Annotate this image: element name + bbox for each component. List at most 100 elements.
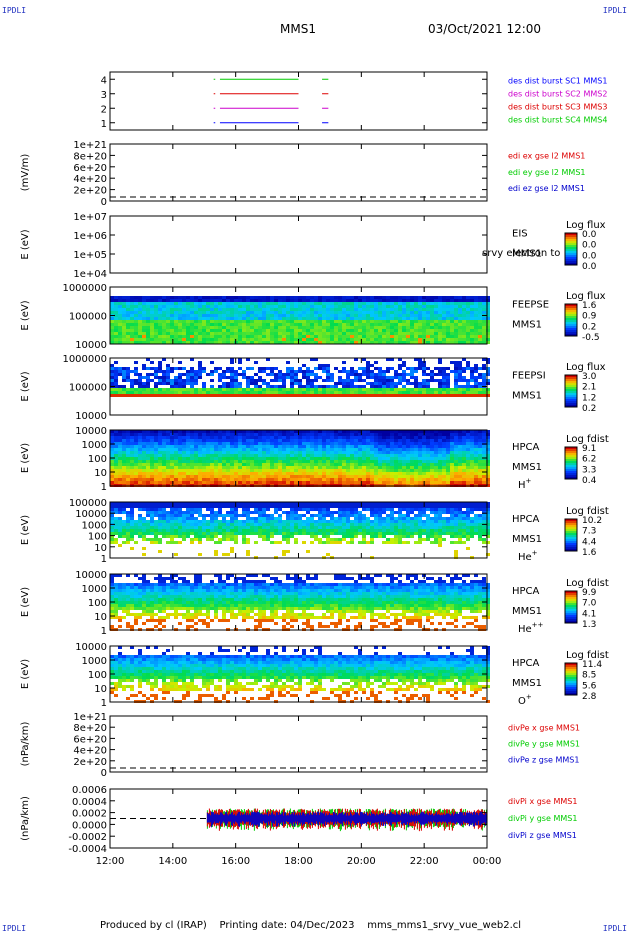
cbar-tick-hpca-hepp-3: 1.3 xyxy=(582,620,596,630)
cbar-tick-hpca-hepp-1: 7.0 xyxy=(582,599,597,609)
cbar-cell-hpca-hepp-14 xyxy=(565,619,577,622)
legend-burst-3: des dist burst SC4 MMS4 xyxy=(508,115,607,124)
xtick-label-6: 00:00 xyxy=(473,856,502,867)
cbar-cell-hpca-o-14 xyxy=(565,691,577,694)
cbar-cell-feepse-1 xyxy=(565,306,577,309)
instrument-label-feepse: FEEPSE xyxy=(512,300,549,311)
cbar-tick-feepsi-1: 2.1 xyxy=(582,383,596,393)
cbar-cell-feepsi-9 xyxy=(565,393,577,396)
cbar-tick-hpca-he-0: 10.2 xyxy=(582,516,602,526)
ytick-label-divpi-3: 0.0002 xyxy=(72,809,107,820)
cbar-title-hpca-hepp: Log fdist xyxy=(566,578,609,589)
instrument-label-hpca-o: HPCA xyxy=(512,658,540,669)
cbar-cell-feepsi-8 xyxy=(565,391,577,394)
cbar-tick-hpca-h-1: 6.2 xyxy=(582,455,596,465)
cbar-cell-eis-15 xyxy=(565,263,577,266)
cbar-cell-feepse-10 xyxy=(565,324,577,327)
cbar-cell-hpca-hepp-6 xyxy=(565,603,577,606)
ylabel-eis: E (eV) xyxy=(20,229,31,259)
cbar-cell-feepse-11 xyxy=(565,326,577,329)
cbar-cell-feepse-5 xyxy=(565,314,577,317)
cbar-tick-feepsi-2: 1.2 xyxy=(582,393,596,403)
cbar-cell-eis-11 xyxy=(565,255,577,258)
ylabel-hpca-o: E (eV) xyxy=(20,659,31,689)
ytick-label-hpca-o-1: 10 xyxy=(94,684,107,695)
species-label-hpca-he: He+ xyxy=(518,549,538,563)
corner-label-bottom-right: IPDLI xyxy=(602,924,627,933)
xtick-label-3: 18:00 xyxy=(284,856,313,867)
cbar-cell-eis-12 xyxy=(565,257,577,260)
cbar-cell-hpca-he-7 xyxy=(565,533,577,536)
cbar-cell-feepsi-1 xyxy=(565,377,577,380)
ytick-label-hpca-h-0: 1 xyxy=(101,482,107,493)
cbar-cell-hpca-h-15 xyxy=(565,477,577,480)
cbar-cell-feepsi-4 xyxy=(565,383,577,386)
cbar-cell-hpca-hepp-4 xyxy=(565,599,577,602)
legend-divpe-0: divPe x gse MMS1 xyxy=(508,723,580,732)
cbar-cell-hpca-he-15 xyxy=(565,549,577,552)
cbar-cell-feepse-9 xyxy=(565,322,577,325)
ytick-label-hpca-hepp-1: 10 xyxy=(94,612,107,623)
cbar-cell-feepse-6 xyxy=(565,316,577,319)
xtick-label-5: 22:00 xyxy=(410,856,439,867)
cbar-cell-eis-6 xyxy=(565,245,577,248)
ytick-label-edi-4: 8e+20 xyxy=(73,151,107,162)
instrument-label-hpca-he: HPCA xyxy=(512,514,540,525)
ytick-label-divpi-4: 0.0004 xyxy=(72,797,107,808)
panel-frame-burst xyxy=(109,71,488,131)
panel-frame-divpe xyxy=(109,715,488,773)
cbar-cell-eis-9 xyxy=(565,251,577,254)
ytick-label-divpe-3: 6e+20 xyxy=(73,734,107,745)
ytick-label-divpi-0: -0.0004 xyxy=(68,844,107,855)
cbar-cell-hpca-h-13 xyxy=(565,473,577,476)
cbar-cell-hpca-hepp-0 xyxy=(565,591,577,594)
cbar-cell-eis-8 xyxy=(565,249,577,252)
cbar-title-feepsi: Log flux xyxy=(566,362,606,373)
legend-divpi-2: divPi z gse MMS1 xyxy=(508,831,577,840)
cbar-cell-hpca-h-4 xyxy=(565,455,577,458)
ytick-label-hpca-h-4: 10000 xyxy=(75,426,107,437)
cbar-frame-eis xyxy=(564,232,578,266)
cbar-cell-eis-10 xyxy=(565,253,577,256)
ytick-label-hpca-hepp-3: 1000 xyxy=(82,584,107,595)
ytick-label-hpca-hepp-2: 100 xyxy=(88,598,107,609)
cbar-cell-hpca-o-0 xyxy=(565,663,577,666)
cbar-cell-hpca-o-13 xyxy=(565,689,577,692)
spacecraft-label-feepsi: MMS1 xyxy=(512,391,542,402)
cbar-cell-hpca-he-4 xyxy=(565,527,577,530)
divpi-trace-2 xyxy=(206,811,487,828)
ylabel-hpca-hepp: E (eV) xyxy=(20,587,31,617)
cbar-cell-hpca-hepp-8 xyxy=(565,607,577,610)
cbar-tick-feepse-3: -0.5 xyxy=(582,333,600,343)
cbar-cell-hpca-o-12 xyxy=(565,687,577,690)
corner-label-bottom-left: IPDLI xyxy=(2,924,27,933)
cbar-tick-hpca-o-2: 5.6 xyxy=(582,681,597,691)
instrument-label-hpca-hepp: HPCA xyxy=(512,586,540,597)
ytick-label-hpca-o-3: 1000 xyxy=(82,656,107,667)
cbar-cell-hpca-hepp-3 xyxy=(565,597,577,600)
cbar-cell-feepsi-15 xyxy=(565,405,577,408)
cbar-cell-hpca-o-11 xyxy=(565,685,577,688)
spacecraft-title: MMS1 xyxy=(280,22,316,36)
ytick-label-edi-0: 0 xyxy=(101,197,107,208)
ytick-label-divpe-5: 1e+21 xyxy=(73,712,107,723)
cbar-cell-feepse-12 xyxy=(565,328,577,331)
cbar-cell-hpca-h-0 xyxy=(565,447,577,450)
ytick-label-hpca-h-2: 100 xyxy=(88,454,107,465)
ytick-label-edi-3: 6e+20 xyxy=(73,163,107,174)
ytick-label-edi-2: 4e+20 xyxy=(73,174,107,185)
cbar-cell-hpca-o-2 xyxy=(565,667,577,670)
cbar-cell-hpca-o-4 xyxy=(565,671,577,674)
cbar-cell-feepse-13 xyxy=(565,330,577,333)
spacecraft-label-hpca-h: MMS1 xyxy=(512,462,542,473)
cbar-cell-hpca-h-11 xyxy=(565,469,577,472)
cbar-cell-hpca-he-6 xyxy=(565,531,577,534)
species-charge-hpca-he: + xyxy=(532,549,538,557)
legend-burst-1: des dist burst SC2 MMS2 xyxy=(508,89,607,98)
cbar-cell-hpca-o-8 xyxy=(565,679,577,682)
cbar-tick-feepse-1: 0.9 xyxy=(582,312,597,322)
xtick-label-2: 16:00 xyxy=(221,856,250,867)
legend-divpi-0: divPi x gse MMS1 xyxy=(508,797,577,806)
heatmap-hpca-h xyxy=(110,430,490,487)
cbar-cell-feepse-0 xyxy=(565,304,577,307)
